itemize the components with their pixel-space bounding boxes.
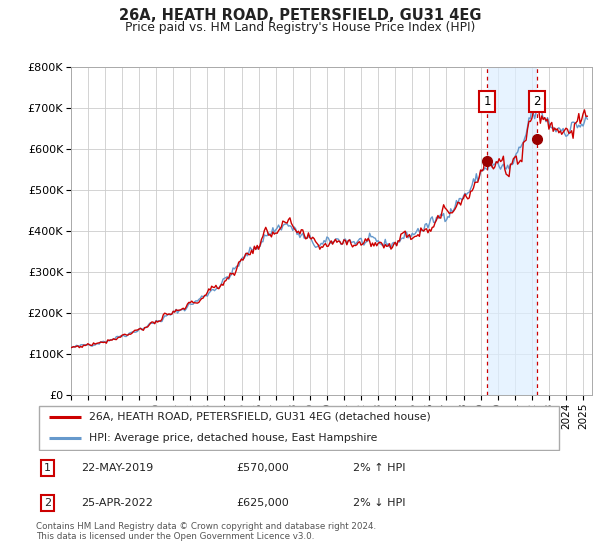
- Text: Contains HM Land Registry data © Crown copyright and database right 2024.
This d: Contains HM Land Registry data © Crown c…: [36, 522, 376, 542]
- Text: HPI: Average price, detached house, East Hampshire: HPI: Average price, detached house, East…: [89, 433, 377, 443]
- Text: 2% ↑ HPI: 2% ↑ HPI: [353, 463, 406, 473]
- Text: 2: 2: [533, 95, 541, 108]
- Text: 1: 1: [44, 463, 51, 473]
- Text: 26A, HEATH ROAD, PETERSFIELD, GU31 4EG (detached house): 26A, HEATH ROAD, PETERSFIELD, GU31 4EG (…: [89, 412, 431, 422]
- Text: 25-APR-2022: 25-APR-2022: [81, 498, 153, 508]
- Text: Price paid vs. HM Land Registry's House Price Index (HPI): Price paid vs. HM Land Registry's House …: [125, 21, 475, 34]
- FancyBboxPatch shape: [38, 406, 559, 450]
- Text: 26A, HEATH ROAD, PETERSFIELD, GU31 4EG: 26A, HEATH ROAD, PETERSFIELD, GU31 4EG: [119, 8, 481, 24]
- Text: 22-MAY-2019: 22-MAY-2019: [81, 463, 153, 473]
- Text: 2: 2: [44, 498, 51, 508]
- Text: 2% ↓ HPI: 2% ↓ HPI: [353, 498, 406, 508]
- Text: £570,000: £570,000: [236, 463, 289, 473]
- Text: 1: 1: [484, 95, 491, 108]
- Text: £625,000: £625,000: [236, 498, 289, 508]
